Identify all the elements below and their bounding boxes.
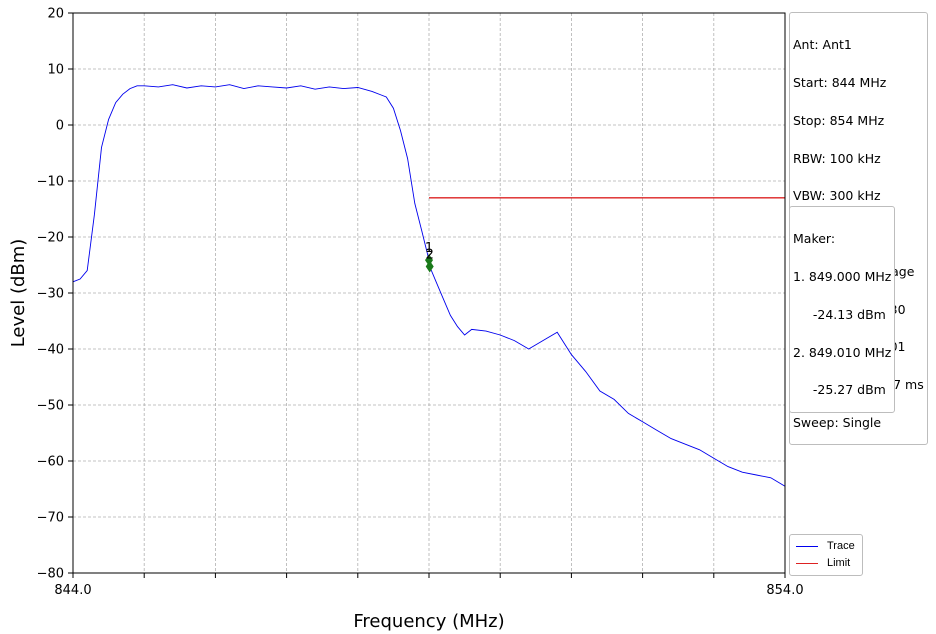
y-tick-label: −10 xyxy=(37,175,64,190)
info-line-rbw: RBW: 100 kHz xyxy=(793,150,881,166)
info-line-ant: Ant: Ant1 xyxy=(793,37,852,53)
y-tick-label: −60 xyxy=(37,455,64,470)
y-tick-label: −80 xyxy=(37,567,64,582)
legend-label-trace: Trace xyxy=(827,540,855,552)
marker-2-point xyxy=(425,260,434,273)
y-tick-label: 20 xyxy=(47,7,64,22)
marker-1-label: 1 xyxy=(425,241,433,256)
legend-entry-limit: Limit xyxy=(796,556,850,570)
marker-box-title: Maker: xyxy=(793,231,836,247)
y-tick-label: 10 xyxy=(47,63,64,78)
info-line-sweep: Sweep: Single xyxy=(793,415,882,430)
legend: Trace Limit xyxy=(789,534,863,576)
legend-swatch-trace xyxy=(796,545,818,547)
legend-entry-trace: Trace xyxy=(796,539,855,553)
legend-swatch-limit xyxy=(796,562,818,564)
x-axis-title: Frequency (MHz) xyxy=(353,611,504,632)
info-line-vbw: VBW: 300 kHz xyxy=(793,188,881,204)
info-line-stop: Stop: 854 MHz xyxy=(793,112,885,128)
y-tick-label: −20 xyxy=(37,231,64,246)
marker-2-freq: 2. 849.010 MHz xyxy=(793,344,892,360)
y-axis-title: Level (dBm) xyxy=(8,239,29,348)
y-tick-label: 0 xyxy=(56,119,64,134)
legend-label-limit: Limit xyxy=(827,557,851,569)
marker-info-box: Maker: 1. 849.000 MHz -24.13 dBm 2. 849.… xyxy=(789,206,896,413)
y-tick-label: −70 xyxy=(37,511,64,526)
x-tick-label: 844.0 xyxy=(54,583,91,598)
marker-2-label: 2 xyxy=(426,248,434,263)
marker-1-level: -24.13 dBm xyxy=(793,306,886,322)
marker-1-freq: 1. 849.000 MHz xyxy=(793,268,892,284)
series-line-trace xyxy=(72,84,786,487)
info-line-start: Start: 844 MHz xyxy=(793,74,887,90)
plot-area: 12 xyxy=(72,84,786,487)
grid xyxy=(73,13,785,573)
marker-2-level: -25.27 dBm xyxy=(793,382,886,398)
y-tick-label: −40 xyxy=(37,343,64,358)
y-tick-label: −30 xyxy=(37,287,64,302)
y-tick-label: −50 xyxy=(37,399,64,414)
x-tick-label: 854.0 xyxy=(766,583,803,598)
